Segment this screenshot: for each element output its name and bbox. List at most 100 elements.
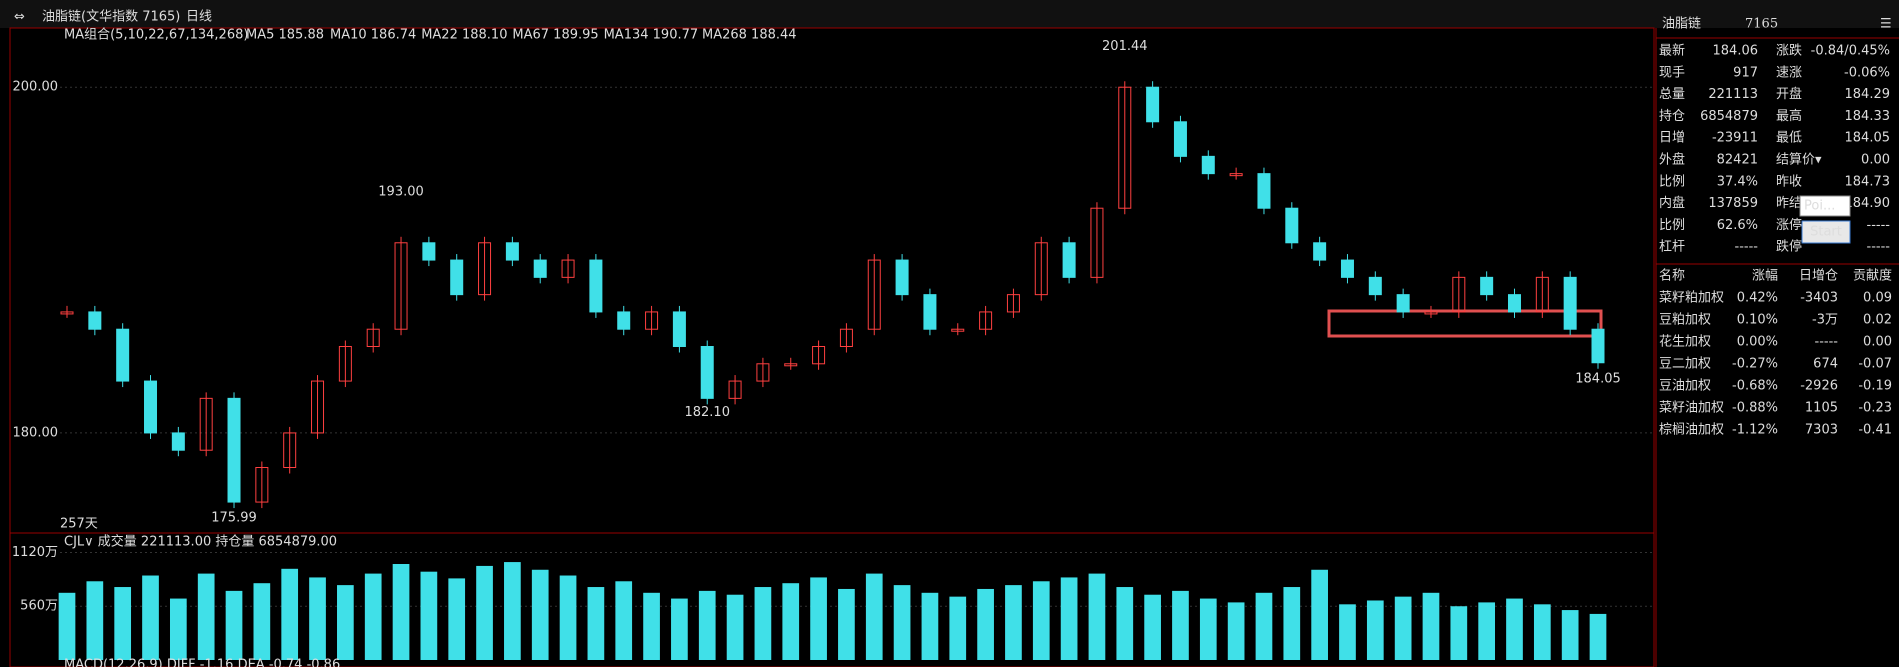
volume-bar [281,568,299,660]
candle [1368,276,1382,296]
quote-label: 最低 [1776,131,1802,146]
candle [672,311,686,347]
table-cell[interactable]: 棕榈油加权 [1659,422,1724,438]
candle [1480,276,1494,296]
table-cell: -0.27% [1732,357,1778,372]
link-icon[interactable]: ⇔ [14,10,25,25]
volume-bar [169,598,187,660]
candle [784,363,798,367]
price-frame [9,27,1655,534]
volume-bar [977,588,994,660]
table-cell[interactable]: 菜籽粕加权 [1659,290,1724,306]
candle [227,397,241,503]
candle [1340,259,1354,278]
candle [867,259,881,330]
table-cell: -2926 [1800,379,1838,394]
volume-bar [1478,602,1496,660]
volume-bar [671,598,688,660]
table-cell: -0.07 [1858,357,1892,372]
volume-bar [1172,590,1189,660]
volume-bar [921,592,939,660]
volume-bar [364,573,382,660]
quote-value: ----- [1867,218,1891,233]
quote-value: 184.29 [1845,87,1891,102]
symbol[interactable]: 油脂链(文华指数 7165) [42,10,180,25]
candle [1396,294,1410,313]
candle [311,380,325,434]
table-cell[interactable]: 豆油加权 [1659,378,1711,394]
table-cell: -3403 [1800,291,1838,306]
popup-input-text[interactable]: Poi... [1804,199,1835,214]
candle [1313,242,1327,261]
table-cell[interactable]: 豆粕加权 [1659,312,1711,328]
volume-bar [1422,592,1440,660]
candle [1229,173,1243,177]
quote-value: 37.4% [1717,174,1758,189]
candle [728,380,742,399]
toolbar-bg [0,0,1899,28]
candle [589,259,603,313]
candle [812,346,826,365]
volume-bar [615,581,633,660]
candle [1591,328,1605,364]
table-cell[interactable]: 花生加权 [1659,334,1711,350]
macd-legend: MACD(12,26,9) DIFF -1.16 DEA -0.74 -0.86 [64,658,340,667]
volume-bar [392,564,410,660]
volume-bar [142,575,159,660]
candle [895,259,909,296]
quote-label: 开盘 [1776,86,1802,102]
menu-icon[interactable]: ☰ [1880,17,1892,32]
period[interactable]: 日线 [186,10,212,25]
quote-label: 结算价▾ [1776,153,1822,168]
volume-bar [865,573,883,660]
price-annotation: 182.10 [684,405,730,420]
table-cell[interactable]: 菜籽油加权 [1659,400,1724,416]
volume-bar [698,590,716,660]
candle [1285,207,1299,244]
volume-bar [337,585,354,660]
quote-label: 最新 [1659,43,1685,59]
y-tick-label: 180.00 [13,425,59,440]
quote-value: 184.90 [1845,196,1891,211]
quote-label: 杠杆 [1659,239,1685,255]
candle [116,328,130,382]
ma-item: MA10 186.74 [330,28,416,43]
volume-bar [253,583,271,660]
candle [255,467,269,503]
start-button-text[interactable]: Start [1810,225,1842,240]
candle [1034,242,1048,296]
quote-label: 速涨 [1776,65,1802,80]
table-cell: 0.09 [1863,291,1892,306]
table-cell: -0.19 [1858,379,1892,394]
volume-bar [1394,596,1412,660]
quote-label: 涨跌 [1776,43,1802,59]
candle [561,259,575,278]
candle [700,346,714,399]
candle [171,432,185,451]
ma-label: MA组合(5,10,22,67,134,268) [64,28,248,43]
y-tick-label: 200.00 [13,80,59,95]
candle [756,363,770,382]
table-cell: 0.00 [1863,335,1892,350]
candle [533,259,547,278]
volume-bar [893,585,911,660]
volume-bar [420,571,438,660]
quote-label: 跌停 [1776,239,1802,255]
volume-bar [504,562,521,660]
candle [1146,86,1160,123]
start-button[interactable] [1801,220,1851,244]
volume-bar [1311,569,1328,660]
table-cell[interactable]: 豆二加权 [1659,356,1711,372]
volume-bar [1506,598,1523,660]
popup-input[interactable] [1799,195,1851,217]
table-cell: 0.42% [1737,291,1778,306]
candle [1006,294,1020,313]
quote-label: 持仓 [1659,109,1685,124]
candle [283,432,297,468]
candle [450,259,464,296]
quote-value: 82421 [1717,153,1758,168]
candle [617,311,631,330]
volume-bar [1450,606,1468,660]
volume-bar [197,573,215,660]
